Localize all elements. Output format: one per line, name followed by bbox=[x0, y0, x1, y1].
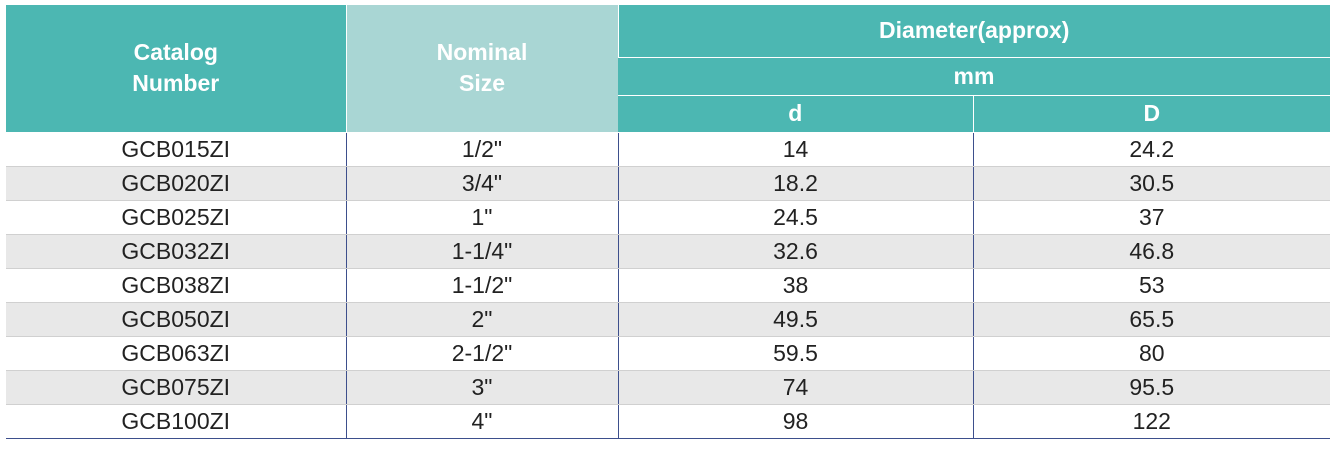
table-cell: GCB100ZI bbox=[6, 404, 346, 439]
table-row: GCB100ZI 4" 98 122 bbox=[6, 404, 1330, 439]
table-row: GCB032ZI 1-1/4" 32.6 46.8 bbox=[6, 234, 1330, 269]
table-cell: 14 bbox=[617, 132, 973, 167]
header-cell: Catalog Number bbox=[6, 5, 346, 133]
spec-table: Catalog Number Nominal Size Diameter(app… bbox=[6, 5, 1330, 439]
table-cell: 98 bbox=[617, 404, 973, 439]
table-cell: GCB015ZI bbox=[6, 132, 346, 167]
table-row: GCB020ZI 3/4" 18.2 30.5 bbox=[6, 166, 1330, 201]
table-cell: GCB050ZI bbox=[6, 302, 346, 337]
header-cell: d bbox=[618, 95, 973, 133]
header-cell: mm bbox=[618, 57, 1330, 96]
table-cell: 1" bbox=[345, 200, 618, 235]
table-cell: 59.5 bbox=[617, 336, 973, 371]
table-row: GCB015ZI 1/2" 14 24.2 bbox=[6, 132, 1330, 167]
table-cell: GCB025ZI bbox=[6, 200, 346, 235]
table-cell: 24.2 bbox=[972, 132, 1330, 167]
table-cell: 65.5 bbox=[972, 302, 1330, 337]
table-cell: 4" bbox=[345, 404, 618, 439]
table-cell: 95.5 bbox=[972, 370, 1330, 405]
table-cell: 37 bbox=[972, 200, 1330, 235]
table-cell: 30.5 bbox=[972, 166, 1330, 201]
table-row: GCB075ZI 3" 74 95.5 bbox=[6, 370, 1330, 405]
table-cell: GCB020ZI bbox=[6, 166, 346, 201]
header-cell: Nominal Size bbox=[345, 5, 618, 133]
table-cell: 24.5 bbox=[617, 200, 973, 235]
table-cell: 46.8 bbox=[972, 234, 1330, 269]
table-cell: 1/2" bbox=[345, 132, 618, 167]
table-cell: 32.6 bbox=[617, 234, 973, 269]
table-cell: 49.5 bbox=[617, 302, 973, 337]
table-cell: 74 bbox=[617, 370, 973, 405]
table-body: GCB015ZI 1/2" 14 24.2 GCB020ZI 3/4" 18.2 30.5 GC… bbox=[6, 132, 1330, 439]
table-header: Catalog Number Nominal Size Diameter(app… bbox=[6, 5, 1330, 133]
table-cell: 3/4" bbox=[345, 166, 618, 201]
table-cell: GCB038ZI bbox=[6, 268, 346, 303]
table-row: GCB050ZI 2" 49.5 65.5 bbox=[6, 302, 1330, 337]
table-cell: 53 bbox=[972, 268, 1330, 303]
table-cell: 18.2 bbox=[617, 166, 973, 201]
table-cell: 38 bbox=[617, 268, 973, 303]
table-row: GCB025ZI 1" 24.5 37 bbox=[6, 200, 1330, 235]
table-cell: GCB063ZI bbox=[6, 336, 346, 371]
table-cell: 2-1/2" bbox=[345, 336, 618, 371]
table-row: GCB038ZI 1-1/2" 38 53 bbox=[6, 268, 1330, 303]
table-cell: 80 bbox=[972, 336, 1330, 371]
table-row: GCB063ZI 2-1/2" 59.5 80 bbox=[6, 336, 1330, 371]
table-cell: 1-1/2" bbox=[345, 268, 618, 303]
table-cell: 1-1/4" bbox=[345, 234, 618, 269]
table-cell: 3" bbox=[345, 370, 618, 405]
table-cell: GCB075ZI bbox=[6, 370, 346, 405]
header-cell: D bbox=[972, 95, 1330, 133]
table-cell: 122 bbox=[972, 404, 1330, 439]
table-cell: 2" bbox=[345, 302, 618, 337]
table-cell: GCB032ZI bbox=[6, 234, 346, 269]
header-cell: Diameter(approx) bbox=[617, 5, 1330, 58]
